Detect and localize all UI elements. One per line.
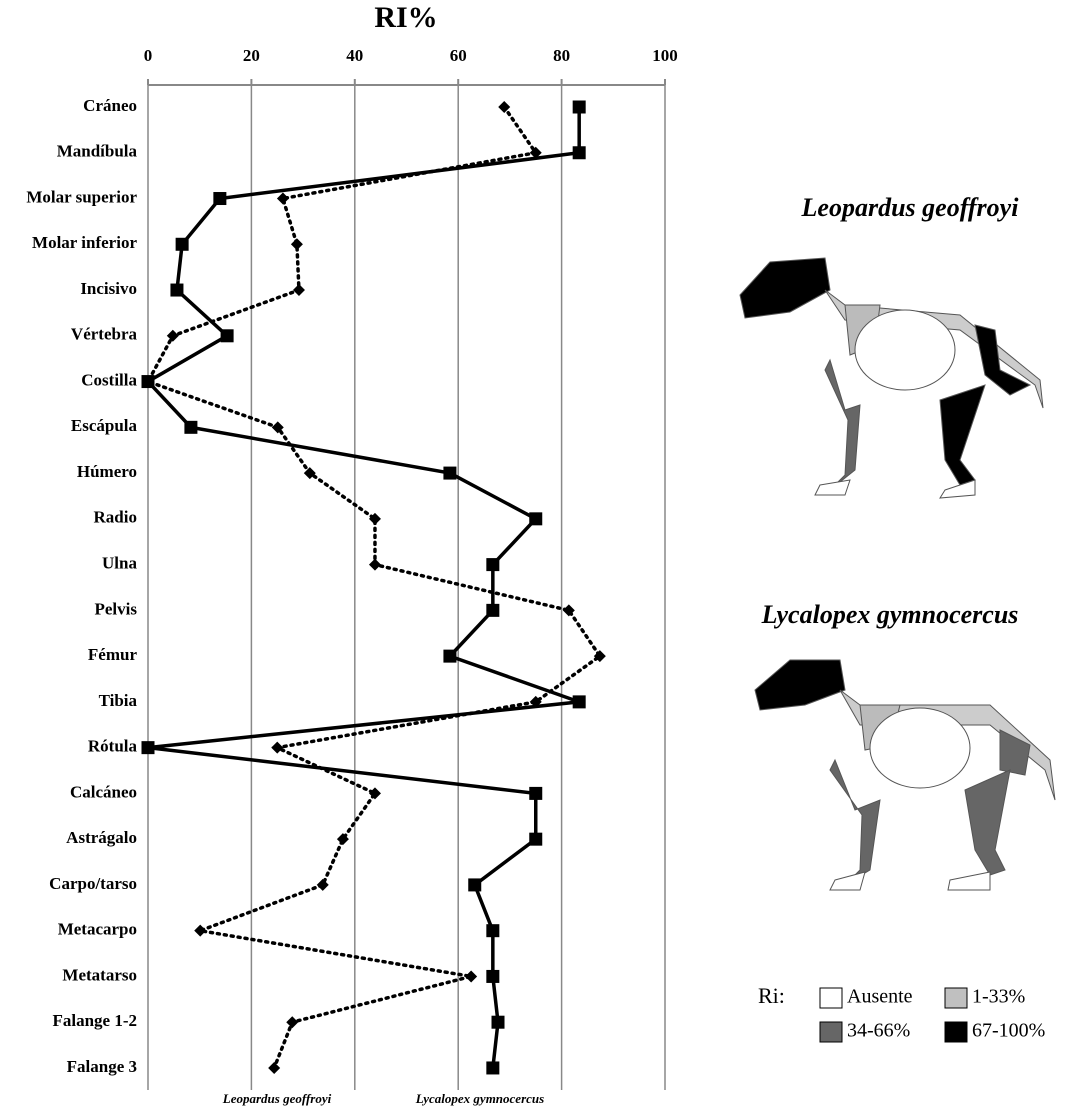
legend-swatch bbox=[820, 1022, 842, 1042]
chart: RI% Leopardus geoffroyi Lycalopex gymnoc… bbox=[0, 0, 1066, 1110]
x-tick-label: 0 bbox=[144, 46, 153, 65]
y-tick-label: Cráneo bbox=[83, 96, 137, 115]
y-tick-label: Calcáneo bbox=[70, 782, 137, 801]
legend-swatch bbox=[820, 988, 842, 1008]
marker bbox=[184, 421, 197, 434]
marker bbox=[486, 924, 499, 937]
y-tick-label: Rótula bbox=[88, 737, 138, 756]
legend-label: Ausente bbox=[847, 986, 913, 1008]
y-tick-label: Falange 3 bbox=[67, 1057, 137, 1076]
x-tick-label: 40 bbox=[346, 46, 363, 65]
legend-title: Ri: bbox=[758, 983, 785, 1008]
marker bbox=[529, 512, 542, 525]
y-tick-label: Fémur bbox=[88, 645, 138, 664]
species-title: Leopardus geoffroyi bbox=[801, 193, 1020, 222]
marker bbox=[529, 833, 542, 846]
series-line bbox=[148, 107, 579, 1068]
y-tick-label: Molar superior bbox=[26, 187, 137, 206]
y-tick-label: Pelvis bbox=[95, 599, 138, 618]
y-tick-label: Vértebra bbox=[71, 325, 138, 344]
marker bbox=[213, 192, 226, 205]
x-tick-label: 60 bbox=[450, 46, 467, 65]
marker bbox=[486, 970, 499, 983]
y-tick-label: Molar inferior bbox=[32, 233, 137, 252]
x-tick-label: 20 bbox=[243, 46, 260, 65]
legend-swatch bbox=[945, 1022, 967, 1042]
species-title: Lycalopex gymnocercus bbox=[761, 600, 1019, 629]
marker bbox=[443, 650, 456, 663]
marker bbox=[286, 1016, 298, 1028]
marker bbox=[142, 375, 155, 388]
marker bbox=[194, 925, 206, 937]
y-tick-label: Falange 1-2 bbox=[52, 1011, 137, 1030]
marker bbox=[369, 787, 381, 799]
legend-label: 1-33% bbox=[972, 986, 1025, 1008]
x-tick-label: 80 bbox=[553, 46, 570, 65]
marker bbox=[268, 1062, 280, 1074]
marker bbox=[291, 238, 303, 250]
marker bbox=[465, 970, 477, 982]
skeleton-lycalopex bbox=[755, 660, 1055, 890]
y-tick-label: Escápula bbox=[71, 416, 138, 435]
legend-label: Leopardus geoffroyi bbox=[222, 1091, 332, 1106]
y-tick-label: Metatarso bbox=[62, 965, 137, 984]
legend-label: 67-100% bbox=[972, 1020, 1045, 1042]
y-tick-label: Incisivo bbox=[80, 279, 137, 298]
y-tick-label: Metacarpo bbox=[58, 920, 137, 939]
y-tick-label: Carpo/tarso bbox=[49, 874, 137, 893]
y-tick-label: Tibia bbox=[99, 691, 138, 710]
y-tick-label: Húmero bbox=[77, 462, 137, 481]
marker bbox=[277, 193, 289, 205]
marker bbox=[142, 741, 155, 754]
skeleton-leopardus bbox=[740, 258, 1043, 498]
legend-swatch bbox=[945, 988, 967, 1008]
marker bbox=[221, 329, 234, 342]
y-tick-label: Ulna bbox=[102, 554, 137, 573]
y-tick-label: Costilla bbox=[81, 370, 137, 389]
y-tick-label: Radio bbox=[94, 508, 137, 527]
legend-label: 34-66% bbox=[847, 1020, 910, 1042]
marker bbox=[176, 238, 189, 251]
marker bbox=[492, 1016, 505, 1029]
marker bbox=[317, 879, 329, 891]
marker bbox=[529, 787, 542, 800]
legend-label: Lycalopex gymnocercus bbox=[415, 1091, 544, 1106]
marker bbox=[170, 284, 183, 297]
marker bbox=[271, 742, 283, 754]
marker bbox=[369, 559, 381, 571]
marker bbox=[573, 101, 586, 114]
y-tick-label: Mandíbula bbox=[57, 142, 138, 161]
y-tick-label: Astrágalo bbox=[66, 828, 137, 847]
marker bbox=[573, 146, 586, 159]
series-line bbox=[148, 107, 600, 1068]
marker bbox=[468, 878, 481, 891]
marker bbox=[486, 604, 499, 617]
marker bbox=[573, 695, 586, 708]
marker bbox=[443, 467, 456, 480]
marker bbox=[486, 1061, 499, 1074]
chart-title: RI% bbox=[374, 1, 437, 34]
x-tick-label: 100 bbox=[652, 46, 678, 65]
marker bbox=[486, 558, 499, 571]
marker bbox=[293, 284, 305, 296]
